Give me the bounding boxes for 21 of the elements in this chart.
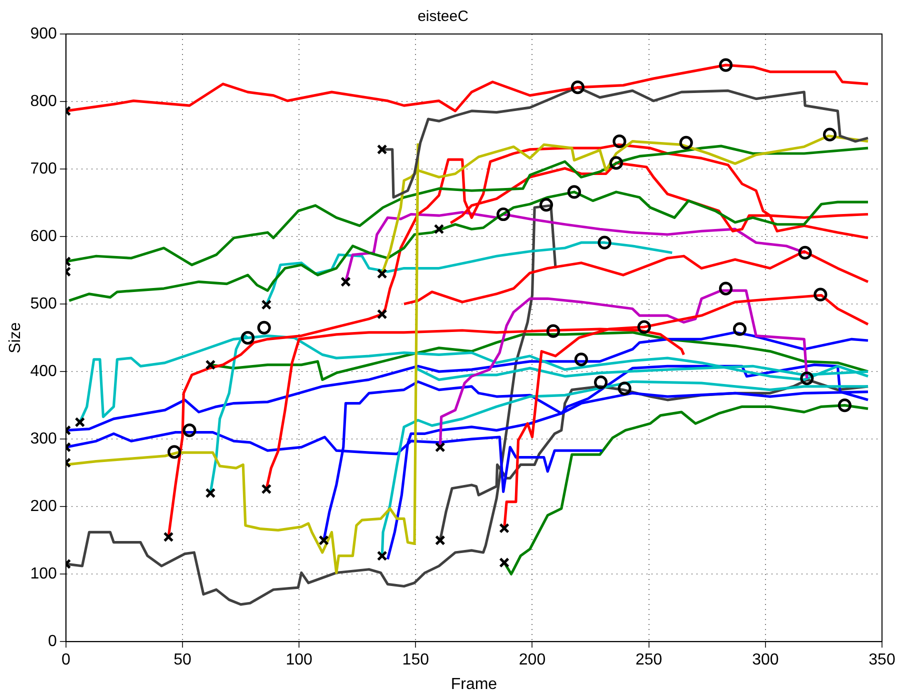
x-tick-label: 0	[61, 652, 70, 669]
x-tick-label: 50	[174, 652, 192, 669]
y-tick-label: 400	[30, 362, 57, 380]
y-tick-label: 0	[48, 633, 57, 650]
x-tick-label: 250	[635, 652, 662, 669]
chart-title: eisteeC	[418, 8, 469, 26]
x-tick-label: 200	[518, 652, 546, 669]
x-tick-label: 150	[402, 652, 430, 669]
y-tick-label: 800	[30, 92, 57, 110]
x-tick-label: 300	[752, 652, 779, 669]
y-tick-label: 700	[30, 160, 57, 178]
y-tick-label: 300	[30, 430, 57, 448]
y-tick-label: 600	[30, 228, 57, 245]
x-tick-label: 350	[868, 652, 896, 669]
y-tick-label: 100	[30, 565, 57, 582]
x-axis-title: Frame	[450, 676, 498, 693]
y-tick-label: 900	[30, 25, 57, 42]
y-axis-title: Size	[7, 322, 24, 354]
y-tick-label: 200	[30, 498, 57, 515]
x-tick-label: 100	[286, 652, 313, 669]
y-tick-label: 500	[30, 295, 57, 312]
